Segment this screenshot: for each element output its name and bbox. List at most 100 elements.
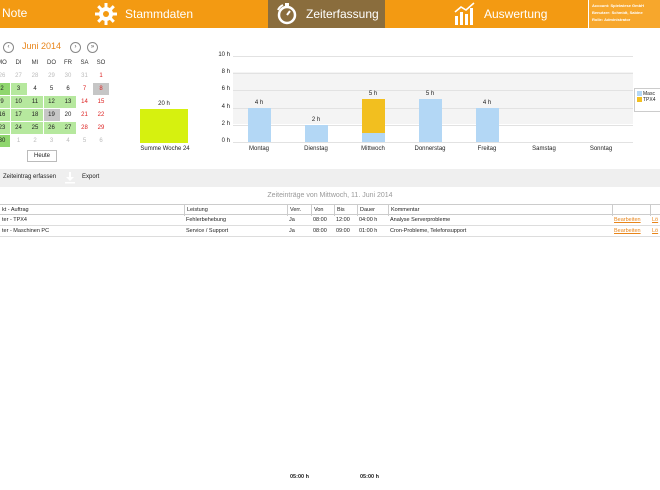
weekday-label: DO (47, 60, 56, 66)
weekday-label: MO (0, 60, 7, 66)
col-leistung-header: Leistung (184, 205, 287, 216)
calendar-day[interactable]: 26 (0, 73, 6, 79)
legend-label: TPX4 (643, 97, 656, 103)
calendar-day[interactable]: 17 (10, 109, 27, 121)
next-month-button[interactable]: › (70, 42, 81, 53)
chevron-right-icon: › (74, 44, 77, 50)
calendar-day[interactable]: 3 (49, 138, 54, 144)
calendar-day[interactable]: 22 (97, 112, 105, 118)
calendar-day[interactable]: 3 (10, 83, 27, 95)
calendar-day[interactable]: 26 (43, 122, 60, 134)
delete-link[interactable]: Lö (652, 228, 659, 234)
calendar-day[interactable]: 15 (97, 99, 105, 105)
calendar-day[interactable]: 27 (60, 122, 76, 134)
download-icon[interactable] (64, 171, 76, 184)
x-tick-label: Freitag (477, 146, 497, 152)
legend-label: Masc (643, 91, 655, 97)
calendar-day[interactable]: 18 (27, 109, 43, 121)
calendar-day[interactable]: 21 (81, 112, 88, 118)
weekday-label: SO (96, 60, 106, 66)
calendar-day[interactable]: 23 (0, 122, 10, 134)
add-entry-button[interactable]: Zeiteintrag erfassen (3, 174, 57, 180)
col-delete-header (650, 205, 660, 216)
calendar-day[interactable]: 2 (0, 83, 10, 95)
calendar-day[interactable]: 5 (82, 138, 87, 144)
calendar-day[interactable]: 12 (43, 96, 60, 108)
calendar-day[interactable]: 14 (81, 99, 88, 105)
calendar-day[interactable]: 13 (60, 96, 76, 108)
calendar-weekday-row: MO DI MI DO FR SA SO (0, 57, 110, 70)
calendar-day[interactable]: 10 (10, 96, 27, 108)
calendar-day[interactable]: 2 (33, 138, 37, 144)
export-button[interactable]: Export (82, 174, 100, 180)
calendar-day[interactable]: 28 (81, 125, 88, 131)
tab-zeiterfassung-label: Zeiterfassung (306, 7, 379, 21)
col-bis: 12:00 (336, 217, 350, 223)
col-von: 08:00 (313, 228, 327, 234)
entries-section-title: Zeiteinträge von Mittwoch, 11. Juni 2014 (267, 192, 393, 199)
calendar-day[interactable]: 19 (43, 109, 60, 121)
calendar-day[interactable]: 11 (27, 96, 43, 108)
table-row: ter - TPX4 Fehlerbehebung Ja 08:00 12:00 04:0… (0, 215, 660, 226)
gear-icon (95, 3, 117, 25)
bar-total-label: 5 h (425, 91, 435, 97)
delete-link[interactable]: Lö (652, 217, 659, 223)
tab-zeiterfassung[interactable]: Zeiterfassung (268, 0, 385, 28)
today-button[interactable]: Heute (27, 150, 57, 162)
calendar-day[interactable]: 29 (48, 73, 55, 79)
calendar-day[interactable]: 31 (81, 73, 88, 79)
calendar-day[interactable]: 9 (0, 96, 10, 108)
y-tick-label: 2 h (221, 120, 230, 127)
calendar-week-row: 26 27 28 29 30 31 1 (0, 70, 110, 83)
week-sum-bar (140, 109, 188, 143)
calendar-day[interactable]: 1 (99, 73, 103, 79)
calendar-day[interactable]: 4 (66, 138, 70, 144)
table-row: ter - Maschinen PC Service / Support Ja 08:… (0, 226, 660, 237)
calendar-day[interactable]: 8 (93, 83, 109, 95)
calendar-day[interactable]: 1 (16, 138, 21, 144)
y-tick-label: 4 h (221, 103, 230, 110)
stopwatch-icon (277, 3, 297, 25)
bar-maschinen (475, 107, 499, 142)
calendar-day[interactable]: 4 (33, 86, 37, 92)
weekday-label: FR (64, 60, 72, 66)
calendar-day[interactable]: 28 (31, 73, 39, 79)
calendar-day[interactable]: 24 (10, 122, 27, 134)
calendar-day[interactable]: 29 (97, 125, 105, 131)
calendar-day[interactable]: 27 (15, 73, 22, 79)
nav-item-note[interactable]: Note (2, 6, 28, 20)
last-month-button[interactable]: » (87, 42, 98, 53)
bar-maschinen (361, 133, 385, 142)
tab-stammdaten[interactable]: Stammdaten (93, 0, 193, 28)
tab-auswertung[interactable]: Auswertung (452, 0, 547, 28)
col-dauer-header: Dauer (357, 205, 388, 216)
calendar-day[interactable]: 5 (49, 86, 54, 92)
bar-maschinen (304, 124, 328, 142)
calendar-day[interactable]: 6 (66, 86, 70, 92)
y-tick-label: 10 h (218, 52, 230, 58)
col-von: 08:00 (313, 217, 327, 223)
calendar-day[interactable]: 16 (0, 109, 10, 121)
legend-swatch-maschinen (637, 91, 642, 97)
calendar-day[interactable]: 7 (82, 86, 87, 92)
role-key: Rolle: (592, 17, 604, 22)
col-dauer: 01:00 h (359, 228, 378, 234)
gridline (233, 142, 633, 143)
weekday-label: DI (15, 60, 22, 66)
y-tick-label: 8 h (221, 69, 230, 76)
gridline (233, 90, 633, 92)
double-chevron-right-icon: » (90, 44, 95, 50)
prev-month-button[interactable]: ‹ (3, 42, 14, 53)
calendar-day[interactable]: 30 (64, 73, 72, 79)
entries-toolbar: Zeiteintrag erfassen Export (0, 169, 660, 187)
bar-total-label: 2 h (311, 116, 321, 123)
calendar-day[interactable]: 25 (27, 122, 43, 134)
edit-link[interactable]: Bearbeiten (614, 217, 641, 223)
calendar-day[interactable]: 30 (0, 135, 10, 147)
week-sum-label: Summe Woche 24 (140, 146, 190, 152)
calendar-day[interactable]: 6 (99, 138, 103, 144)
calendar-day[interactable]: 20 (64, 112, 72, 118)
col-kommentar: Cron-Probleme, Telefonsupport (390, 228, 467, 234)
edit-link[interactable]: Bearbeiten (614, 228, 641, 234)
col-verr: Ja (289, 217, 295, 223)
